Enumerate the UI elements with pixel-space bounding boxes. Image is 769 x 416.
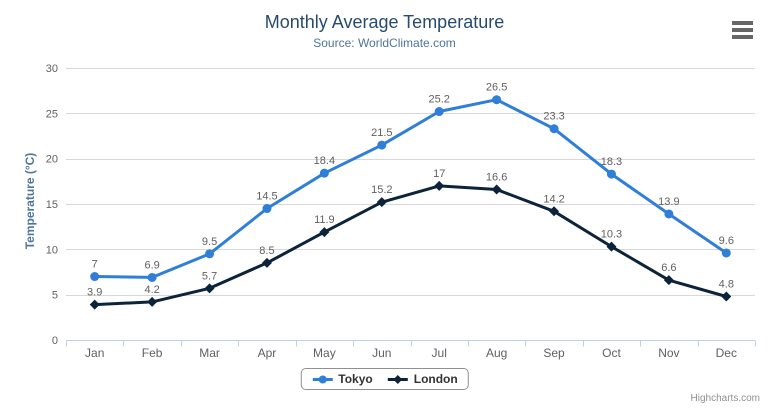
data-label: 11.9 bbox=[314, 214, 335, 226]
point-london-oct[interactable] bbox=[606, 241, 617, 252]
data-label: 8.5 bbox=[259, 245, 274, 257]
data-label: 13.9 bbox=[658, 196, 679, 208]
point-tokyo-jul[interactable] bbox=[434, 107, 444, 117]
legend: Tokyo London bbox=[300, 368, 469, 390]
point-tokyo-may[interactable] bbox=[319, 168, 329, 178]
point-tokyo-aug[interactable] bbox=[492, 95, 502, 105]
menu-bar bbox=[732, 28, 753, 32]
x-tick-label: Dec bbox=[716, 346, 737, 360]
data-label: 26.5 bbox=[486, 82, 507, 94]
y-tick-label: 15 bbox=[46, 199, 58, 211]
x-tick-label: Nov bbox=[658, 346, 679, 360]
x-tick-label: Feb bbox=[142, 346, 163, 360]
data-label: 25.2 bbox=[428, 94, 449, 106]
legend-item-tokyo[interactable]: Tokyo bbox=[311, 372, 373, 386]
y-tick-label: 30 bbox=[46, 63, 58, 75]
x-tick-label: Oct bbox=[602, 346, 621, 360]
point-tokyo-jan[interactable] bbox=[90, 272, 100, 282]
legend-label-london: London bbox=[413, 372, 458, 386]
data-label: 5.7 bbox=[202, 270, 217, 282]
x-tick-label: Mar bbox=[199, 346, 220, 360]
data-label: 10.3 bbox=[601, 229, 622, 241]
chart-subtitle: Source: WorldClimate.com bbox=[313, 36, 456, 50]
point-london-sep[interactable] bbox=[549, 206, 560, 217]
data-label: 21.5 bbox=[371, 127, 392, 139]
data-label: 17 bbox=[433, 168, 445, 180]
highcharts-credit[interactable]: Highcharts.com bbox=[690, 393, 760, 404]
data-label: 18.4 bbox=[314, 155, 335, 167]
point-london-jan[interactable] bbox=[89, 299, 100, 310]
x-tick-label: May bbox=[313, 346, 336, 360]
point-tokyo-apr[interactable] bbox=[262, 204, 272, 214]
data-label: 6.9 bbox=[144, 259, 159, 271]
data-label: 6.6 bbox=[661, 262, 676, 274]
point-london-jun[interactable] bbox=[376, 197, 387, 208]
point-london-nov[interactable] bbox=[663, 275, 674, 286]
x-tick-label: Jun bbox=[372, 346, 391, 360]
tokyo-series-icon bbox=[311, 374, 333, 385]
data-label: 14.2 bbox=[543, 193, 564, 205]
data-label: 3.9 bbox=[87, 287, 102, 299]
data-label: 9.5 bbox=[202, 236, 217, 248]
data-label: 23.3 bbox=[543, 111, 564, 123]
series-line-london[interactable] bbox=[93, 184, 728, 307]
y-axis-title: Temperature (°C) bbox=[23, 152, 37, 250]
point-tokyo-oct[interactable] bbox=[606, 169, 616, 179]
point-london-feb[interactable] bbox=[147, 296, 158, 307]
london-series-icon bbox=[387, 374, 409, 385]
point-london-may[interactable] bbox=[319, 227, 330, 238]
chart-title: Monthly Average Temperature bbox=[264, 12, 505, 32]
x-tick-label: Jul bbox=[432, 346, 447, 360]
point-london-aug[interactable] bbox=[491, 184, 502, 195]
legend-label-tokyo: Tokyo bbox=[338, 372, 373, 386]
point-tokyo-mar[interactable] bbox=[205, 249, 215, 259]
x-tick-label: Aug bbox=[486, 346, 507, 360]
data-label: 16.6 bbox=[486, 171, 507, 183]
y-tick-label: 10 bbox=[46, 244, 58, 256]
point-london-mar[interactable] bbox=[204, 283, 215, 294]
data-label: 9.6 bbox=[719, 235, 734, 247]
hamburger-menu-icon[interactable] bbox=[730, 20, 756, 40]
menu-bar bbox=[732, 35, 753, 39]
legend-item-london[interactable]: London bbox=[387, 372, 458, 386]
y-tick-label: 25 bbox=[46, 108, 58, 120]
x-tick-label: Jan bbox=[85, 346, 104, 360]
data-label: 4.8 bbox=[719, 278, 734, 290]
point-tokyo-nov[interactable] bbox=[664, 209, 674, 219]
menu-bar bbox=[732, 21, 753, 25]
point-tokyo-dec[interactable] bbox=[721, 248, 731, 258]
data-label: 14.5 bbox=[256, 191, 277, 203]
point-london-jul[interactable] bbox=[434, 180, 445, 191]
point-london-apr[interactable] bbox=[261, 257, 272, 268]
point-london-dec[interactable] bbox=[721, 291, 732, 302]
y-tick-label: 20 bbox=[46, 154, 58, 166]
data-label: 15.2 bbox=[371, 184, 392, 196]
data-label: 7 bbox=[92, 259, 98, 271]
x-tick-label: Sep bbox=[543, 346, 565, 360]
point-tokyo-sep[interactable] bbox=[549, 124, 559, 134]
series-line-tokyo[interactable] bbox=[93, 98, 728, 279]
y-tick-label: 5 bbox=[52, 290, 58, 302]
data-label: 18.3 bbox=[601, 156, 622, 168]
y-tick-label: 0 bbox=[52, 335, 58, 347]
data-label: 4.2 bbox=[144, 284, 159, 296]
point-tokyo-jun[interactable] bbox=[377, 140, 387, 150]
x-tick-label: Apr bbox=[258, 346, 277, 360]
point-tokyo-feb[interactable] bbox=[147, 272, 157, 282]
